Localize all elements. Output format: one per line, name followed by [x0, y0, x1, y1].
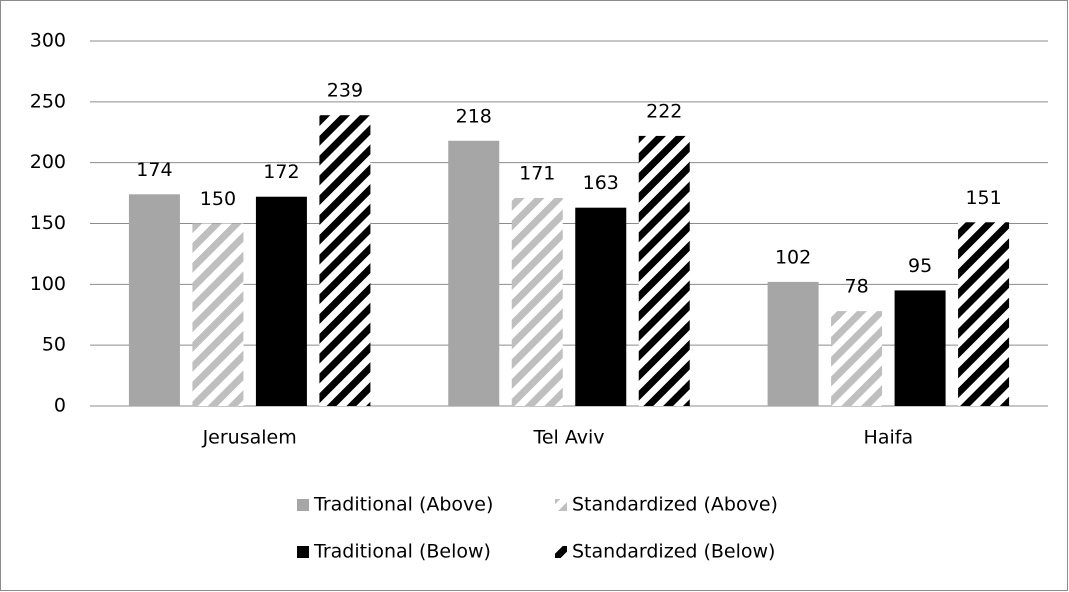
bar — [128, 194, 180, 406]
bar — [575, 207, 627, 406]
legend-label: Standardized (Below) — [572, 541, 775, 563]
bar — [319, 115, 371, 406]
data-label: 151 — [965, 187, 1001, 209]
y-tick-label: 50 — [42, 334, 66, 356]
legend-label: Standardized (Above) — [572, 494, 778, 516]
bar — [448, 140, 500, 406]
y-tick-label: 300 — [30, 30, 66, 52]
x-tick-label: Tel Aviv — [532, 427, 604, 449]
data-label: 95 — [908, 255, 932, 277]
data-label: 174 — [136, 159, 172, 181]
y-tick-label: 100 — [30, 273, 66, 295]
legend-swatch — [555, 546, 567, 558]
data-label: 222 — [646, 100, 682, 122]
legend-label: Traditional (Above) — [313, 494, 493, 516]
legend-label: Traditional (Below) — [313, 541, 491, 563]
bar — [831, 311, 883, 406]
data-label: 171 — [519, 162, 555, 184]
legend-swatch — [297, 499, 309, 511]
y-tick-label: 200 — [30, 151, 66, 173]
data-label: 102 — [775, 246, 811, 268]
bar — [511, 197, 563, 406]
data-label: 172 — [263, 161, 299, 183]
bar — [255, 196, 307, 406]
bar — [767, 281, 819, 406]
x-tick-label: Haifa — [864, 427, 914, 449]
legend-swatch — [297, 546, 309, 558]
legend-swatch — [555, 499, 567, 511]
data-label: 163 — [583, 172, 619, 194]
y-tick-label: 250 — [30, 90, 66, 112]
bar — [638, 135, 690, 406]
bar — [894, 290, 946, 406]
y-tick-label: 150 — [30, 212, 66, 234]
bar — [958, 222, 1010, 406]
bar — [192, 223, 244, 406]
y-tick-label: 0 — [54, 395, 66, 417]
data-label: 78 — [844, 276, 868, 298]
x-tick-label: Jerusalem — [202, 427, 297, 449]
data-label: 218 — [456, 105, 492, 127]
data-label: 239 — [327, 80, 363, 102]
data-label: 150 — [200, 188, 236, 210]
